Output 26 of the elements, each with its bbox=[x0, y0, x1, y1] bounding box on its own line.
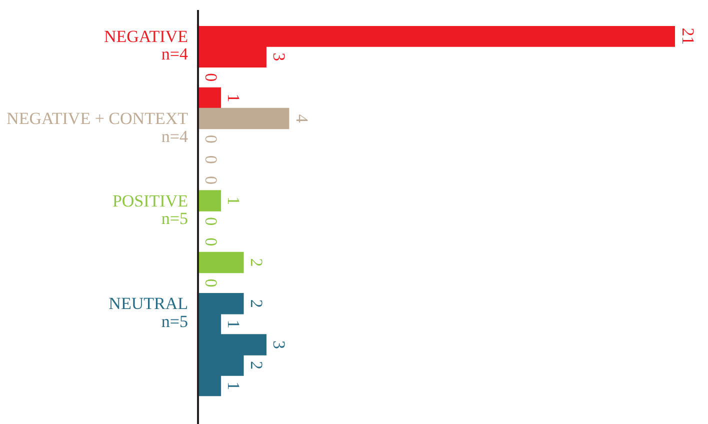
data-label: 0 bbox=[202, 155, 221, 164]
data-label: 0 bbox=[202, 134, 221, 144]
bar bbox=[198, 190, 222, 212]
bar bbox=[198, 108, 290, 130]
y-tick-label: NEUTRAL n=5 bbox=[108, 294, 188, 332]
data-label: 0 bbox=[202, 217, 221, 226]
bar bbox=[198, 87, 222, 109]
data-label: 2 bbox=[246, 299, 266, 308]
data-label: 1 bbox=[224, 382, 244, 390]
data-label: 1 bbox=[224, 196, 244, 206]
data-label: 3 bbox=[270, 340, 289, 349]
data-label: 2 bbox=[246, 361, 266, 370]
data-label: 21 bbox=[678, 28, 698, 45]
data-label: 2 bbox=[246, 258, 266, 267]
bar bbox=[198, 252, 244, 274]
y-tick-label: POSITIVE n=5 bbox=[112, 191, 188, 228]
y-tick-label: NEGATIVE n=4 bbox=[104, 26, 188, 64]
data-label: 4 bbox=[292, 114, 312, 124]
data-label: 1 bbox=[224, 94, 244, 102]
data-label: 0 bbox=[202, 73, 221, 82]
data-label: 1 bbox=[224, 320, 244, 328]
data-label: 0 bbox=[202, 278, 221, 288]
data-label: 3 bbox=[270, 52, 289, 62]
data-label: 0 bbox=[202, 238, 221, 246]
data-label: 0 bbox=[202, 176, 221, 184]
y-tick-label: NEGATIVE + CONTEXT n=4 bbox=[6, 109, 189, 146]
